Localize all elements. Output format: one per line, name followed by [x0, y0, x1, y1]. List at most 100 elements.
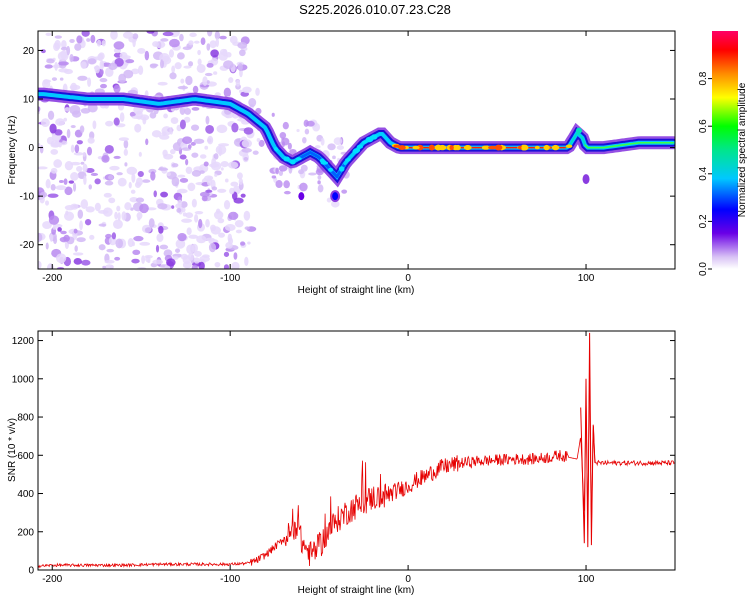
spectrogram-noise-blob [180, 253, 189, 260]
spectrogram-noise-blob [207, 31, 213, 37]
spectrogram-noise-blob [113, 155, 121, 159]
y-tick-label: 0 [28, 566, 34, 577]
spectrogram-noise-blob [61, 39, 67, 49]
spectrogram-noise-blob [74, 245, 78, 252]
spectrogram-noise-blob [150, 171, 156, 181]
spectrogram-xlabel: Height of straight line (km) [298, 285, 415, 296]
spectrogram-noise-blob [58, 61, 69, 66]
spectrogram-noise-blob [145, 138, 149, 146]
spectrogram-noise-blob [298, 169, 305, 175]
spectrogram-noise-blob [86, 38, 91, 42]
spectrogram-noise-blob [77, 75, 88, 81]
spectrogram-noise-blob [244, 256, 249, 266]
spectrogram-noise-blob [108, 62, 118, 71]
spectrogram-noise-blob [170, 117, 179, 125]
spectrogram-noise-blob [39, 191, 48, 198]
spectrogram-noise-blob [83, 175, 87, 185]
spectrogram-noise-blob [128, 181, 132, 189]
spectrogram-noise-blob [219, 35, 227, 40]
spectrogram-noise-blob [203, 161, 209, 167]
spectrogram-noise-blob [45, 200, 50, 206]
spectrogram-noise-blob [304, 128, 310, 135]
spectrogram-noise-blob [175, 238, 186, 249]
spectrogram-noise-blob [153, 190, 157, 198]
spectrogram-ridge-blob [393, 144, 400, 148]
spectrogram-noise-blob [46, 263, 55, 269]
y-tick-label: 600 [17, 451, 34, 462]
spectrogram-ridge-blob [565, 144, 573, 148]
spectrogram-noise-blob [240, 241, 246, 246]
spectrogram-noise-blob [241, 148, 252, 153]
spectrogram-noise-blob [217, 188, 227, 193]
x-tick-label: 100 [578, 574, 595, 585]
spectrogram-noise-blob [64, 107, 71, 112]
spectrogram-noise-blob [108, 197, 116, 204]
spectrogram-noise-blob [169, 72, 177, 80]
spectrogram-noise-blob [98, 244, 106, 251]
spectrogram-noise-blob [231, 122, 239, 133]
x-tick-label: 0 [405, 273, 411, 284]
spectrogram-noise-blob [74, 144, 80, 154]
spectrogram-noise-blob [151, 130, 162, 138]
spectrogram-noise-blob [155, 244, 160, 253]
spectrogram-noise-blob [283, 180, 290, 189]
spectrogram-noise-blob [231, 261, 240, 269]
spectrogram-noise-blob [215, 38, 220, 48]
spectrogram-noise-blob [131, 172, 136, 183]
spectrogram-noise-blob [45, 242, 49, 250]
spectrogram-noise-blob [243, 127, 254, 135]
spectrogram-noise-blob [70, 144, 75, 153]
spectrogram-noise-blob [224, 178, 229, 183]
snr-series-line [38, 377, 675, 569]
spectrogram-noise-blob [177, 199, 182, 207]
spectrogram-noise-blob [113, 117, 120, 126]
spectrogram-noise-blob [158, 225, 164, 234]
spectrogram-noise-blob [243, 210, 251, 221]
spectrogram-noise-blob [172, 142, 183, 152]
spectrogram-noise-blob [118, 73, 127, 83]
spectrogram-noise-blob [220, 160, 229, 168]
spectrogram-noise-blob [40, 49, 46, 54]
spectrogram-noise-blob [71, 110, 82, 118]
colorbar-tick-label: 0.6 [698, 119, 709, 133]
spectrogram-frame [37, 30, 676, 270]
spectrogram-noise-blob [53, 159, 63, 168]
spectrogram-heatmap [38, 31, 675, 269]
spectrogram-noise-blob [66, 128, 71, 139]
spectrogram-noise-blob [193, 138, 205, 144]
spectrogram-noise-blob [100, 83, 107, 89]
spectrogram-noise-blob [139, 203, 149, 214]
spectrogram-noise-blob [113, 219, 123, 230]
spectrogram-noise-blob [69, 38, 75, 43]
y-tick-label: -10 [20, 192, 35, 203]
spectrogram-noise-blob [131, 68, 140, 75]
spectrogram-noise-blob [82, 163, 88, 173]
spectrogram-noise-blob [233, 252, 238, 260]
spectrogram-noise-blob [76, 166, 83, 172]
spectrogram-noise-blob [210, 49, 219, 58]
spectrogram-noise-blob [53, 236, 58, 245]
spectrogram-noise-blob [45, 178, 51, 189]
spectrogram-noise-blob [105, 233, 112, 239]
spectrogram-noise-blob [60, 230, 67, 235]
spectrogram-noise-blob [191, 124, 200, 131]
spectrogram-noise-blob [179, 154, 187, 160]
spectrogram-noise-blob [179, 119, 186, 130]
spectrogram-noise-blob [50, 142, 61, 148]
snr-frame [37, 330, 676, 571]
spectrogram-noise-blob [235, 79, 241, 87]
spectrogram-noise-blob [189, 32, 197, 38]
spectrogram-noise-blob [131, 115, 142, 120]
spectrogram-noise-blob [64, 186, 73, 196]
spectrogram-noise-blob [194, 213, 199, 223]
spectrogram-noise-blob [317, 174, 322, 180]
spectrogram-noise-blob [171, 176, 180, 187]
spectrogram-noise-blob [327, 143, 336, 151]
spectrogram-noise-blob [179, 177, 189, 183]
spectrogram-noise-blob [132, 249, 141, 256]
spectrogram-noise-blob [331, 200, 340, 208]
spectrogram-noise-blob [85, 167, 95, 174]
spectrogram-noise-blob [229, 187, 235, 195]
spectrogram-noise-blob [58, 68, 69, 73]
